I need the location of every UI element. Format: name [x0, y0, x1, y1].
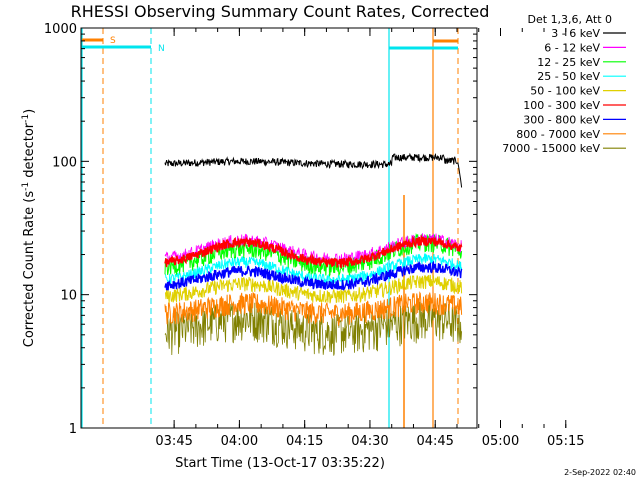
y-tick-label: 100	[52, 155, 77, 170]
x-tick-label: 03:45	[155, 434, 192, 449]
saa-label: S	[110, 36, 116, 46]
series-line	[164, 152, 463, 188]
x-tick-label: 05:15	[547, 434, 584, 449]
legend-entry-label: 800 - 7000 keV	[516, 128, 600, 141]
legend-entry-label: 3 - 6 keV	[551, 27, 600, 40]
x-axis-label: Start Time (13-Oct-17 03:35:22)	[175, 456, 385, 471]
y-axis-label: Corrected Count Rate (s-1 detector-1)	[21, 109, 37, 347]
series-line	[164, 234, 463, 269]
legend-entry-label: 12 - 25 keV	[537, 56, 600, 69]
legend-entry-label: 100 - 300 keV	[523, 99, 600, 112]
series-line	[164, 260, 463, 291]
y-tick-label: 1	[69, 422, 77, 437]
series-line	[164, 291, 463, 327]
series-line	[164, 300, 462, 356]
night-label: N	[158, 44, 165, 54]
x-tick-label: 05:00	[482, 434, 519, 449]
legend-entry-label: 6 - 12 keV	[544, 41, 600, 54]
annotation-layer: SN	[81, 28, 459, 428]
timestamp: 2-Sep-2022 02:40	[564, 468, 636, 477]
plot-frame	[80, 27, 478, 429]
legend-entry-label: 300 - 800 keV	[523, 113, 600, 126]
legend-entry-label: 50 - 100 keV	[530, 85, 600, 98]
y-tick-label: 1000	[44, 22, 77, 37]
series-line	[164, 253, 463, 286]
series-layer	[164, 152, 463, 356]
series-line	[164, 274, 463, 304]
legend-entry-label: 25 - 50 keV	[537, 70, 600, 83]
chart-title: RHESSI Observing Summary Count Rates, Co…	[71, 2, 490, 21]
x-tick-label: 04:30	[351, 434, 388, 449]
y-tick-label: 10	[60, 289, 77, 304]
x-tick-label: 04:00	[221, 434, 258, 449]
tick-layer: 03:45 04:00 04:15 04:30 04:45 05:00 05:15 1 10 10…	[44, 22, 585, 449]
x-tick-label: 04:15	[286, 434, 323, 449]
legend-header: Det 1,3,6, Att 0	[528, 13, 612, 26]
x-tick-label: 04:45	[416, 434, 453, 449]
legend-entry-label: 7000 - 15000 keV	[502, 142, 600, 155]
